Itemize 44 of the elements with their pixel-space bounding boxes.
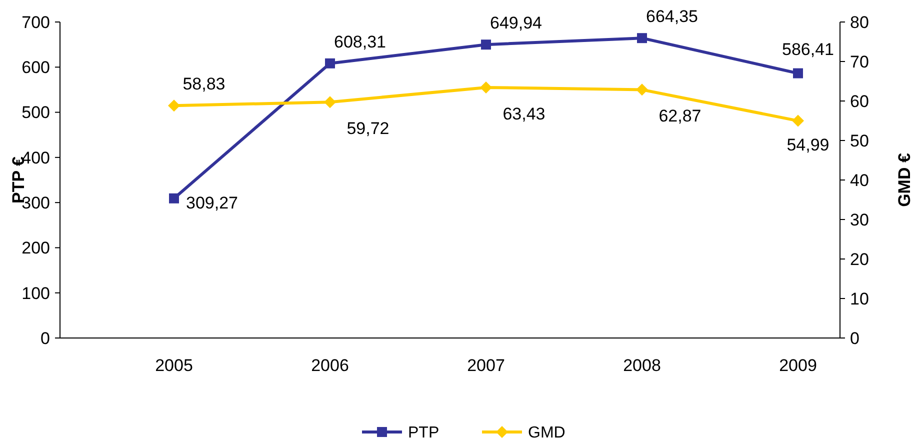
y2-tick-label: 40 [850,170,869,190]
x-tick-label: 2008 [623,356,661,375]
data-label: 649,94 [490,14,542,33]
point [793,68,803,78]
data-label: 54,99 [786,136,830,155]
data-label: 58,83 [182,74,226,94]
x-tick-label: 2009 [779,356,817,375]
data-label: 309,27 [186,193,238,212]
x-tick-label: 2006 [311,356,349,375]
data-label: 586,41 [782,40,834,60]
y-tick-label: 400 [22,148,50,168]
y2-tick-label: 10 [850,289,869,308]
y-tick-label: 0 [40,328,50,348]
y2-tick-label: 20 [850,250,869,269]
point [169,193,179,204]
y-tick-label: 100 [22,284,50,303]
y2-tick-label: 0 [850,328,860,348]
point [325,58,335,68]
point [481,40,491,50]
point [792,114,804,127]
data-label: 62,87 [658,106,702,126]
data-label: 664,35 [646,7,698,26]
y-tick-label: 600 [22,58,50,78]
x-tick-label: 2005 [155,356,193,375]
data-label: 59,72 [346,119,390,138]
data-label: 63,43 [502,104,546,124]
data-label: 608,31 [334,32,386,52]
y-tick-label: 500 [22,103,50,122]
point [324,96,336,108]
legend-label: GMD [528,424,566,442]
y2-tick-label: 70 [850,52,869,72]
x-tick-label: 2007 [467,356,505,375]
y2-tick-label: 80 [850,12,869,32]
point [636,84,648,96]
y-tick-label: 700 [22,12,50,32]
y2-tick-label: 60 [850,92,869,111]
point [480,81,492,94]
legend-label: PTP [408,424,440,442]
y2-tick-label: 30 [850,210,869,230]
y2-tick-label: 50 [850,131,869,150]
y2-axis-title: GMD € [895,152,914,207]
y-tick-label: 200 [22,238,50,258]
point [637,33,647,44]
point [168,100,180,112]
